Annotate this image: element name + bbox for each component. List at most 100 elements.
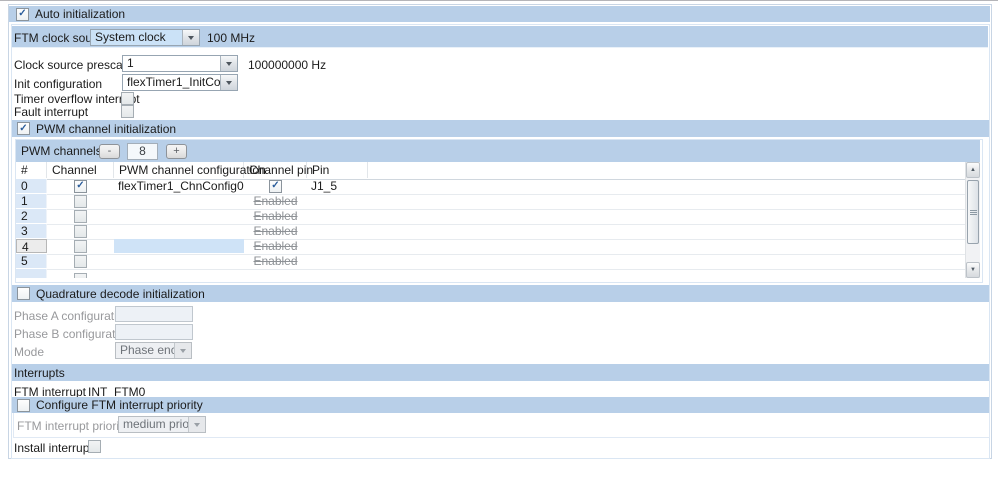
channel-checkbox[interactable] — [74, 272, 87, 278]
fault-interrupt-checkbox[interactable] — [121, 105, 134, 118]
channel-config-cell[interactable] — [114, 254, 244, 268]
scrollbar-thumb[interactable] — [967, 180, 979, 244]
quadrature-label: Quadrature decode initialization — [36, 286, 205, 301]
remove-channel-button[interactable]: - — [99, 144, 120, 159]
channel-config-cell[interactable] — [114, 224, 244, 238]
dropdown-arrow-icon[interactable] — [220, 75, 237, 90]
pwm-init-label: PWM channel initialization — [36, 121, 177, 136]
pwm-group-panel — [15, 139, 983, 283]
dropdown-arrow-icon[interactable] — [182, 30, 199, 45]
auto-init-group-panel — [11, 24, 990, 459]
row-number-cell: 2 — [16, 209, 47, 223]
auto-init-header: ✓ Auto initialization — [9, 6, 990, 22]
channel-checkbox[interactable]: ✓ — [74, 179, 87, 193]
channel-pin-checkbox[interactable]: ✓ — [269, 179, 282, 193]
prescaler-combo[interactable]: 1 — [122, 55, 238, 72]
scroll-down-icon[interactable]: ▼ — [966, 262, 980, 278]
priority-panel — [13, 413, 990, 438]
channel-pin-state: Enabled — [253, 254, 298, 268]
mode-value: Phase encode — [120, 343, 174, 357]
channel-checkbox[interactable] — [74, 254, 87, 268]
ftm-interrupt-label: FTM interrupt — [14, 385, 87, 399]
channel-checkbox[interactable] — [74, 224, 87, 238]
channel-count-field[interactable]: 8 — [127, 143, 158, 160]
priority-combo: medium priority — [118, 416, 206, 433]
dropdown-arrow-icon — [188, 417, 205, 432]
timer-overflow-checkbox[interactable] — [121, 92, 134, 105]
row-number-cell: 3 — [16, 224, 47, 238]
channel-config-cell[interactable] — [114, 209, 244, 223]
phase-a-label: Phase A configuration — [14, 309, 131, 323]
table-scrollbar[interactable]: ▲ ▼ — [965, 162, 980, 278]
pin-cell[interactable] — [307, 239, 368, 253]
add-channel-button[interactable]: + — [166, 144, 187, 159]
pin-cell[interactable] — [307, 194, 368, 208]
row-number-cell — [16, 269, 47, 278]
prescaler-label: Clock source prescaler — [14, 58, 137, 72]
channel-checkbox[interactable] — [74, 209, 87, 223]
table-row[interactable]: 0 ✓ flexTimer1_ChnConfig0 ✓ J1_5 — [16, 179, 965, 195]
auto-init-label: Auto initialization — [35, 7, 126, 21]
dropdown-arrow-icon[interactable] — [220, 56, 237, 71]
fault-interrupt-label: Fault interrupt — [14, 105, 89, 119]
mode-label: Mode — [14, 345, 45, 359]
table-row-partial[interactable] — [16, 269, 965, 278]
scroll-up-icon[interactable]: ▲ — [966, 162, 980, 178]
channel-pin-state: Enabled — [253, 209, 298, 223]
table-row[interactable]: 5 Enabled — [16, 254, 965, 270]
install-interrupts-checkbox[interactable] — [88, 440, 101, 453]
channel-pin-state: Enabled — [253, 239, 298, 253]
channel-checkbox[interactable] — [74, 194, 87, 208]
phase-b-input — [115, 324, 193, 340]
col-header-config[interactable]: PWM channel configuration — [114, 162, 266, 178]
col-header-channel[interactable]: Channel — [47, 162, 114, 178]
table-row[interactable]: 2 Enabled — [16, 209, 965, 225]
table-row[interactable]: 3 Enabled — [16, 224, 965, 240]
pin-cell[interactable] — [307, 224, 368, 238]
table-row-selected[interactable]: 4 Enabled — [16, 239, 965, 255]
pwm-channels-bar: PWM channels - 8 + — [16, 140, 980, 162]
channel-config-cell-selected[interactable] — [114, 239, 244, 253]
init-config-combo[interactable]: flexTimer1_InitConfig0 — [122, 74, 238, 91]
ftm-interrupt-value: INT_FTM0 — [88, 385, 146, 399]
ftm-clock-freq: 100 MHz — [207, 31, 256, 45]
pin-cell[interactable] — [307, 209, 368, 223]
ftm-clock-source-label: FTM clock source — [14, 31, 109, 45]
phase-a-input — [115, 306, 193, 322]
ftm-clock-source-combo[interactable]: System clock — [90, 29, 200, 46]
pwm-init-checkbox[interactable]: ✓ — [17, 122, 30, 135]
install-interrupts-label: Install interrupts — [14, 441, 99, 455]
col-header-channel-pin[interactable]: Channel pin — [244, 162, 313, 178]
thumb-grip-icon — [969, 211, 977, 213]
col-header-pin[interactable]: Pin — [307, 162, 368, 178]
quadrature-checkbox[interactable] — [17, 287, 30, 300]
pwm-init-header: ✓ PWM channel initialization — [12, 120, 989, 137]
pin-cell[interactable]: J1_5 — [311, 179, 338, 193]
row-number-cell: 4 — [16, 239, 47, 254]
top-divider — [0, 0, 998, 1]
table-row[interactable]: 1 Enabled — [16, 194, 965, 210]
channel-config-cell[interactable] — [114, 194, 244, 208]
priority-value: medium priority — [123, 417, 188, 431]
ftm-clock-row — [12, 26, 988, 48]
channel-checkbox[interactable] — [74, 239, 87, 253]
auto-init-checkbox[interactable]: ✓ — [16, 7, 29, 21]
row-number-cell: 0 — [16, 179, 47, 193]
pwm-channels-label: PWM channels — [21, 144, 102, 158]
init-config-label: Init configuration — [14, 77, 103, 91]
phase-b-label: Phase B configuration — [14, 327, 132, 341]
channel-pin-state: Enabled — [253, 194, 298, 208]
configure-priority-checkbox[interactable] — [17, 398, 30, 412]
row-number-cell: 5 — [16, 254, 47, 268]
channel-config-cell[interactable]: flexTimer1_ChnConfig0 — [118, 179, 244, 193]
mode-combo: Phase encode — [115, 342, 192, 359]
channel-pin-state: Enabled — [253, 224, 298, 238]
prescaler-value: 1 — [127, 56, 134, 70]
pin-cell[interactable] — [307, 254, 368, 268]
dropdown-arrow-icon — [174, 343, 191, 358]
ftm-clock-source-value: System clock — [91, 30, 182, 45]
interrupts-header: Interrupts — [12, 364, 989, 381]
configure-priority-header: Configure FTM interrupt priority — [12, 397, 989, 413]
pwm-channels-table: # Channel PWM channel configuration Chan… — [16, 162, 980, 278]
col-header-num[interactable]: # — [16, 162, 47, 178]
